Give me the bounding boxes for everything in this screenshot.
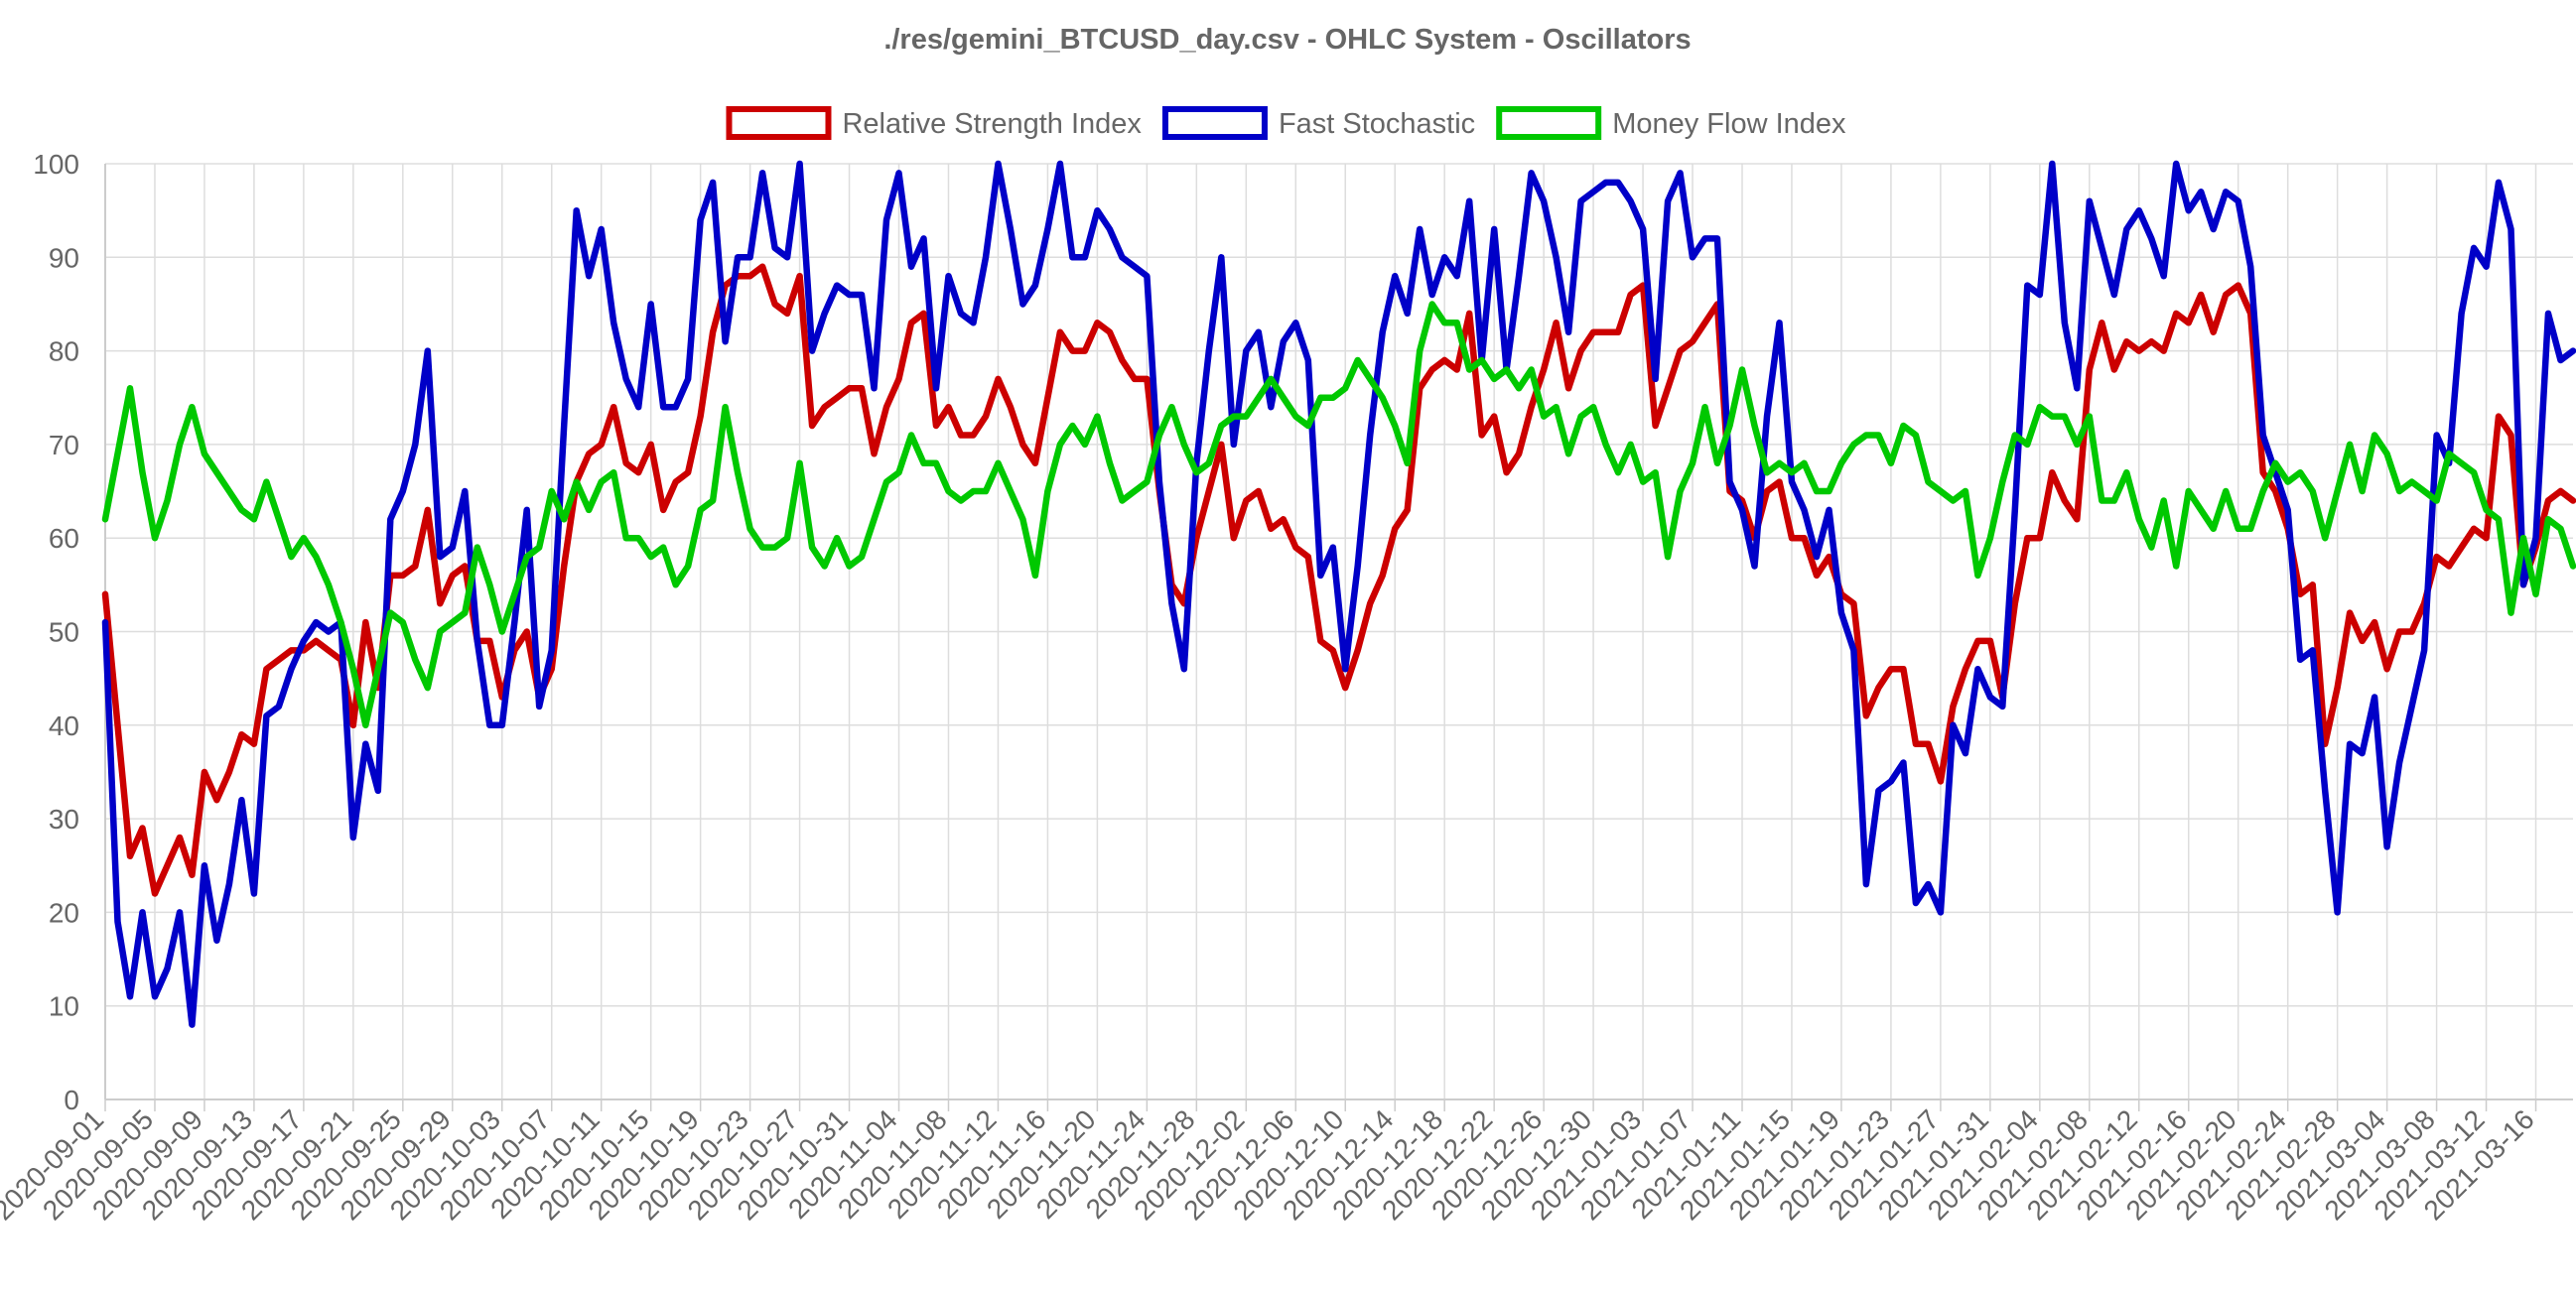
legend-swatch-2 (1161, 106, 1268, 140)
legend-label-3: Money Flow Index (1612, 108, 1846, 140)
y-tick-label: 100 (33, 149, 79, 180)
y-tick-label: 0 (64, 1085, 79, 1115)
y-tick-label: 60 (49, 523, 79, 554)
series-line-2 (101, 160, 2576, 1028)
y-tick-label: 10 (49, 991, 79, 1022)
series-layer (101, 160, 2576, 1028)
legend-label-1: Relative Strength Index (842, 108, 1142, 140)
y-tick-label: 40 (49, 711, 79, 741)
y-tick-label: 50 (49, 617, 79, 648)
grid-layer (104, 163, 2573, 1100)
chart-title: ./res/gemini_BTCUSD_day.csv - OHLC Syste… (883, 24, 1691, 56)
legend-swatch-3 (1496, 106, 1602, 140)
series-line-3 (101, 301, 2576, 729)
legend-swatch-1 (726, 106, 832, 140)
legend-label-2: Fast Stochastic (1279, 108, 1475, 140)
series-line-1 (101, 263, 2576, 897)
y-tick-label: 80 (49, 336, 79, 367)
y-tick-label: 70 (49, 430, 79, 460)
y-tick-label: 30 (49, 804, 79, 835)
legend: Relative Strength Index Fast Stochastic Mo… (726, 106, 1846, 140)
y-tick-label: 20 (49, 897, 79, 928)
y-tick-label: 90 (49, 242, 79, 273)
